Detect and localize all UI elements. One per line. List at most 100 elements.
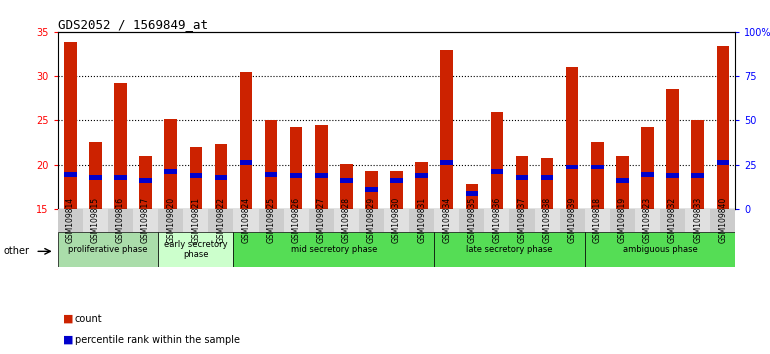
Bar (591, 165, 604, 170)
Bar (89, 175, 102, 180)
Bar (440, 50, 453, 209)
Bar (64, 172, 76, 177)
FancyBboxPatch shape (233, 232, 434, 267)
Bar (114, 175, 127, 180)
Bar (290, 127, 303, 209)
Text: percentile rank within the sample: percentile rank within the sample (75, 335, 239, 345)
Text: ambiguous phase: ambiguous phase (623, 245, 698, 254)
Text: GSM109831: GSM109831 (417, 197, 426, 244)
Text: mid secretory phase: mid secretory phase (290, 245, 377, 254)
Text: GSM109836: GSM109836 (493, 197, 501, 244)
Bar (466, 191, 478, 196)
Text: GSM109835: GSM109835 (467, 197, 477, 244)
Text: GSM109821: GSM109821 (191, 198, 200, 243)
Bar (58, 209, 83, 232)
Text: GSM109830: GSM109830 (392, 197, 401, 244)
Bar (114, 83, 127, 209)
Bar (409, 209, 434, 232)
Text: count: count (75, 314, 102, 324)
FancyBboxPatch shape (434, 232, 584, 267)
Bar (340, 178, 353, 183)
Bar (158, 209, 183, 232)
Bar (108, 209, 133, 232)
Bar (541, 175, 554, 180)
Bar (390, 171, 403, 209)
Bar (566, 67, 578, 209)
Text: proliferative phase: proliferative phase (69, 245, 148, 254)
Bar (415, 173, 428, 178)
Bar (466, 184, 478, 209)
Bar (239, 72, 253, 209)
Bar (666, 173, 679, 178)
Text: GSM109839: GSM109839 (567, 197, 577, 244)
Text: GSM109814: GSM109814 (65, 197, 75, 244)
Bar (239, 160, 253, 165)
Bar (133, 209, 158, 232)
Bar (309, 209, 334, 232)
Bar (490, 169, 504, 174)
Bar (415, 162, 428, 209)
Bar (516, 156, 528, 209)
Bar (566, 165, 578, 170)
Bar (259, 209, 283, 232)
Text: GSM109818: GSM109818 (593, 198, 602, 243)
Bar (215, 175, 227, 180)
Bar (691, 120, 704, 209)
Bar (616, 178, 628, 183)
Bar (516, 175, 528, 180)
Bar (359, 209, 384, 232)
Bar (717, 46, 729, 209)
Bar (534, 209, 560, 232)
Text: GSM109832: GSM109832 (668, 197, 677, 244)
Text: GSM109838: GSM109838 (543, 197, 551, 244)
Text: ■: ■ (63, 314, 74, 324)
FancyBboxPatch shape (158, 232, 233, 267)
Bar (334, 209, 359, 232)
Bar (459, 209, 484, 232)
Text: GSM109834: GSM109834 (442, 197, 451, 244)
Bar (265, 172, 277, 177)
Bar (560, 209, 584, 232)
Bar (584, 209, 610, 232)
Bar (315, 173, 327, 178)
Bar (434, 209, 459, 232)
Text: GSM109824: GSM109824 (242, 197, 250, 244)
Bar (89, 143, 102, 209)
Text: other: other (4, 246, 30, 256)
Text: GSM109829: GSM109829 (367, 197, 376, 244)
Text: GSM109826: GSM109826 (292, 197, 300, 244)
Bar (541, 158, 554, 209)
Text: GSM109815: GSM109815 (91, 197, 100, 244)
Bar (215, 144, 227, 209)
Bar (591, 143, 604, 209)
Bar (165, 169, 177, 174)
Bar (484, 209, 510, 232)
Text: ■: ■ (63, 335, 74, 345)
Bar (83, 209, 108, 232)
Bar (340, 164, 353, 209)
Bar (616, 156, 628, 209)
Bar (610, 209, 635, 232)
Bar (283, 209, 309, 232)
Bar (139, 156, 152, 209)
Bar (635, 209, 660, 232)
Bar (685, 209, 710, 232)
Bar (365, 171, 378, 209)
Text: GDS2052 / 1569849_at: GDS2052 / 1569849_at (58, 18, 208, 31)
Bar (666, 89, 679, 209)
Text: GSM109828: GSM109828 (342, 198, 351, 243)
Bar (384, 209, 409, 232)
Bar (510, 209, 534, 232)
Bar (717, 160, 729, 165)
Bar (641, 127, 654, 209)
FancyBboxPatch shape (58, 232, 158, 267)
Text: late secretory phase: late secretory phase (466, 245, 553, 254)
Text: GSM109817: GSM109817 (141, 197, 150, 244)
Text: GSM109819: GSM109819 (618, 197, 627, 244)
Text: GSM109837: GSM109837 (517, 197, 527, 244)
Bar (183, 209, 209, 232)
Bar (641, 172, 654, 177)
Bar (290, 173, 303, 178)
Bar (64, 42, 76, 209)
Text: GSM109820: GSM109820 (166, 197, 176, 244)
